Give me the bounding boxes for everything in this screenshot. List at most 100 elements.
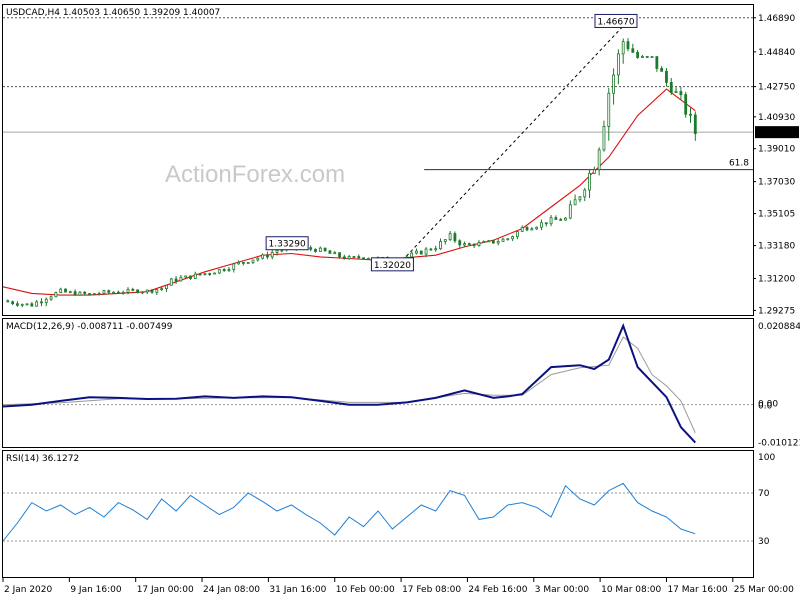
candle-body — [92, 293, 96, 296]
candle-body — [453, 233, 457, 242]
x-tick-label: 10 Feb 00:00 — [336, 585, 395, 595]
y-tick-label: 1.35105 — [758, 210, 795, 220]
x-tick-label: 24 Jan 08:00 — [203, 585, 260, 595]
candle-body — [410, 252, 414, 258]
price-annotation-label: 1.32020 — [374, 261, 411, 271]
candle-body — [506, 238, 510, 241]
candle-body — [578, 196, 582, 201]
candle-body — [198, 273, 202, 276]
candle-body — [641, 56, 644, 58]
rsi-line — [2, 482, 696, 542]
candle-body — [78, 291, 82, 296]
y-tick-label: 1.39010 — [758, 145, 795, 155]
candle-body — [121, 291, 125, 294]
rsi-pane-title: RSI(14) 36.1272 — [6, 454, 79, 464]
macd-y-tick-label: 0.00 — [758, 400, 778, 410]
candle-body — [549, 217, 553, 225]
candle-body — [491, 240, 495, 244]
macd-pane-title: MACD(12,26,9) -0.008711 -0.007499 — [6, 322, 173, 332]
rsi-pane-frame — [2, 450, 754, 578]
candle-body — [150, 289, 154, 293]
candle-body — [439, 241, 442, 250]
candle-body — [97, 293, 101, 295]
candle-body — [660, 68, 664, 72]
candle-body — [275, 250, 279, 253]
macd-y-tick-label: -0.010121 — [758, 439, 800, 449]
candle-body — [448, 233, 452, 241]
candle-body — [362, 257, 365, 260]
candle-body — [544, 222, 548, 225]
candle-body — [352, 256, 356, 258]
candle-body — [347, 256, 351, 260]
candle-body — [227, 269, 231, 271]
candle-body — [107, 290, 111, 293]
candle-body — [241, 261, 245, 264]
candle-body — [131, 288, 135, 291]
candle-body — [11, 301, 15, 305]
candle-body — [193, 273, 197, 279]
candle-body — [602, 126, 606, 151]
price-annotation-box — [594, 13, 638, 28]
candle-body — [588, 172, 591, 191]
candle-body — [612, 74, 615, 94]
candle-body — [251, 259, 255, 263]
candle-body — [160, 288, 164, 291]
candle-body — [511, 236, 515, 240]
candle-body — [684, 94, 688, 115]
candle-body — [516, 231, 519, 238]
rsi-y-tick-label: 70 — [758, 489, 770, 499]
candle-body — [232, 263, 236, 270]
watermark: ActionForex.com — [165, 161, 345, 188]
candle-body — [573, 199, 577, 206]
candle-body — [222, 269, 226, 271]
candle-body — [40, 301, 43, 304]
candle-body — [266, 254, 269, 258]
candle-body — [530, 228, 534, 231]
candle-body — [270, 252, 274, 258]
candle-body — [607, 92, 611, 127]
candle-body — [626, 41, 630, 50]
candle-body — [554, 217, 558, 220]
y-tick-label: 1.42750 — [758, 83, 795, 93]
candle-body — [25, 303, 29, 306]
candle-body — [20, 303, 24, 306]
candle-body — [318, 247, 322, 252]
price-pane-title: USDCAD,H4 1.40503 1.40650 1.39209 1.4000… — [6, 8, 220, 18]
candle-body — [338, 252, 341, 258]
current-price-label: 1.40007 — [758, 128, 795, 138]
candle-body — [674, 91, 678, 93]
candle-body — [145, 289, 149, 293]
candle-body — [189, 275, 192, 279]
x-tick-label: 10 Mar 08:00 — [601, 585, 661, 595]
candle-body — [689, 113, 692, 116]
candle-body — [333, 252, 337, 255]
candle-body — [501, 238, 505, 242]
candle-body — [309, 247, 313, 250]
fib-level-label: 61.8 — [729, 159, 749, 169]
candle-body — [323, 247, 327, 252]
candle-body — [6, 300, 10, 303]
candle-body — [246, 262, 250, 264]
candle-body — [30, 303, 34, 307]
candle-body — [314, 248, 317, 252]
x-tick-label: 25 Mar 00:00 — [734, 585, 794, 595]
candle-body — [184, 275, 188, 278]
candle-body — [477, 242, 481, 247]
y-tick-label: 1.31200 — [758, 274, 795, 284]
candle-body — [112, 291, 115, 294]
candle-body — [44, 298, 48, 303]
candle-body — [434, 248, 438, 251]
candle-body — [655, 56, 659, 69]
candle-body — [679, 91, 683, 96]
price-pane: 61.8 1.46670 1.33290 1.32020 1.46890 1.44840 1… — [2, 13, 799, 316]
candle-body — [650, 56, 654, 58]
candle-body — [424, 248, 428, 255]
candle-body — [636, 51, 640, 58]
candle-body — [208, 273, 212, 275]
candle-body — [429, 248, 433, 251]
candle-body — [16, 303, 19, 306]
rsi-y-tick-label: 100 — [758, 453, 775, 463]
candle-body — [256, 257, 260, 261]
candle-body — [693, 114, 697, 134]
